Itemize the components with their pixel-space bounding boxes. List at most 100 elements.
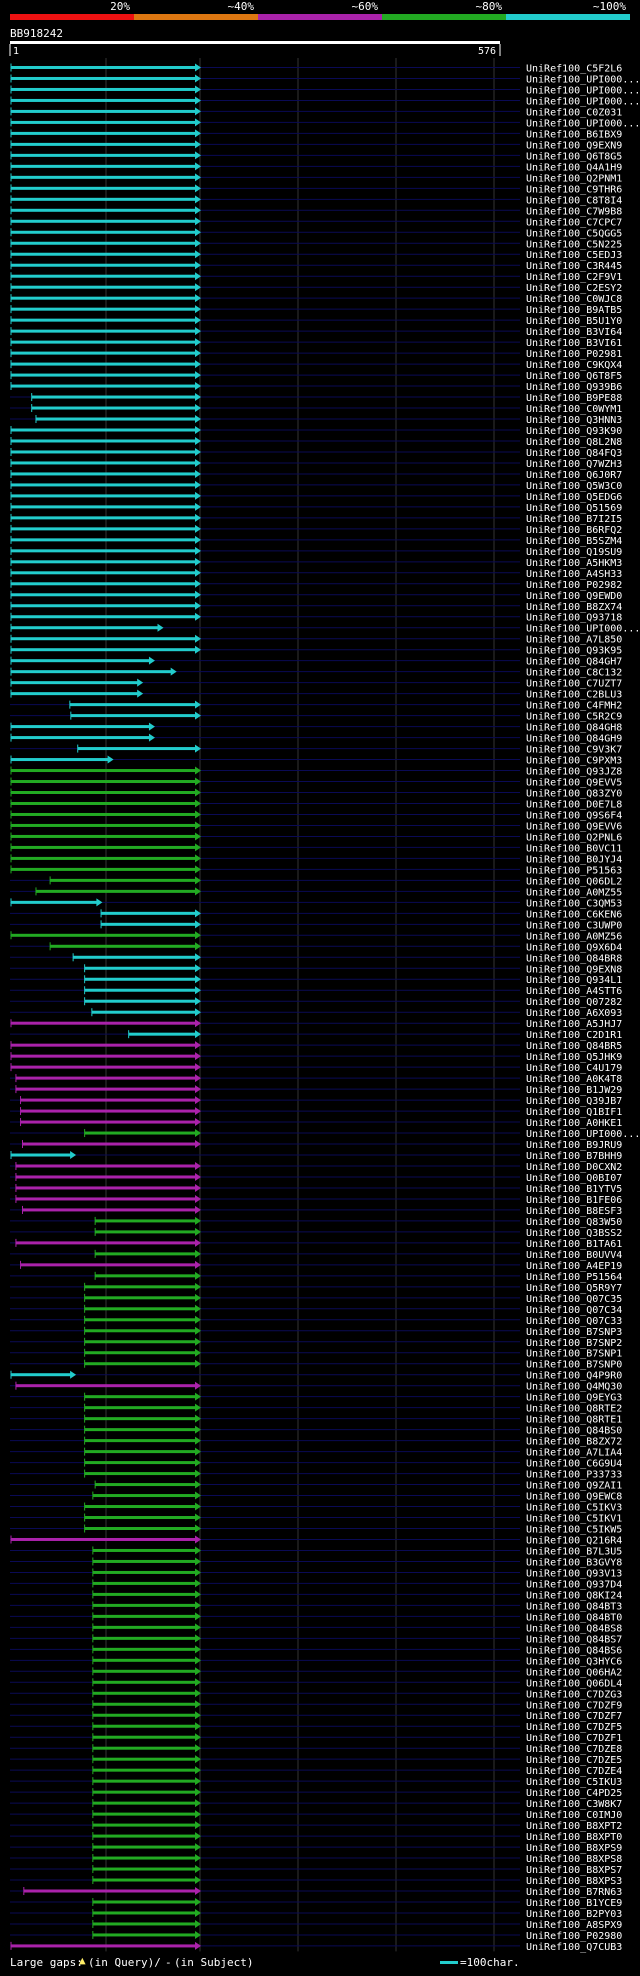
scale-swatch-icon [440,1961,458,1964]
hit-bar [77,747,196,751]
hit-arrow [195,1876,201,1885]
hit-bar [11,560,196,564]
hit-arrow [195,1832,201,1841]
hit-bar [95,1274,196,1278]
hit-arrow [195,1908,201,1917]
hit-bar [84,1428,196,1432]
hit-arrow [195,74,201,83]
hit-label: UniRef100_C7DZF5 [526,1722,622,1733]
hit-arrow [195,1513,201,1522]
hit-bar [92,1878,196,1882]
hit-bar [84,1307,196,1311]
hit-label: UniRef100_B7SNP3 [526,1327,622,1338]
hit-label: UniRef100_A0MZ55 [526,887,622,898]
hit-label: UniRef100_Q07C35 [526,1294,622,1305]
query-name: BB918242 [10,27,63,40]
hit-bar [92,1856,196,1860]
hit-label: UniRef100_A4EP19 [526,1261,622,1272]
hit-arrow [195,1118,201,1127]
hit-label: UniRef100_Q93V13 [526,1568,622,1579]
hit-arrow [195,1689,201,1698]
hit-label: UniRef100_Q9EWD0 [526,591,622,602]
hit-arrow [195,1941,201,1950]
hit-arrow [195,1161,201,1170]
hit-arrow [195,107,201,116]
hit-label: UniRef100_Q7WZH3 [526,459,622,470]
hit-arrow [195,612,201,621]
hit-bar [11,296,196,300]
hit-label: UniRef100_B3VI61 [526,338,622,349]
hit-label: UniRef100_Q2PNM1 [526,173,622,184]
hit-label: UniRef100_B0VC11 [526,843,622,854]
hit-label: UniRef100_C9V3K7 [526,745,622,756]
hit-label: UniRef100_B1FE06 [526,1195,622,1206]
hit-label: UniRef100_C4U179 [526,1063,622,1074]
hit-label: UniRef100_Q84GH8 [526,723,622,734]
hit-arrow [195,1634,201,1643]
hit-bar [92,1724,196,1728]
hit-arrow [195,1601,201,1610]
hit-arrow [195,931,201,940]
legend: Large gaps: ▲ (in Query)/ - (in Subject)… [0,1952,640,1972]
hit-bar [20,1263,197,1267]
hit-arrow [195,1436,201,1445]
hit-bar [11,571,196,575]
hit-bar [11,241,196,245]
hit-arrow [195,1645,201,1654]
query-line [10,41,500,44]
scale-segment-3 [258,14,382,20]
hit-label: UniRef100_Q84GH9 [526,734,622,745]
hit-arrow [195,1447,201,1456]
hit-bar [11,153,196,157]
hit-arrow [195,96,201,105]
hit-label: UniRef100_Q8RTE2 [526,1404,622,1415]
hit-arrow [195,327,201,336]
scale-color-bar [10,14,630,20]
hit-label: UniRef100_Q9X6D4 [526,942,622,953]
hit-arrow [195,634,201,643]
hit-label: UniRef100_Q8L2N8 [526,437,622,448]
hit-label: UniRef100_C7DZE5 [526,1755,622,1766]
hit-label: UniRef100_C9PXM3 [526,756,622,767]
hit-label: UniRef100_P51563 [526,865,622,876]
hit-label: UniRef100_C4FMH2 [526,701,622,712]
hit-bar [92,1691,196,1695]
hit-bar [92,1614,196,1618]
hit-arrow [195,1919,201,1928]
hit-bar [92,1801,196,1805]
hit-bar [11,230,196,234]
hit-bar [92,1834,196,1838]
hit-label: UniRef100_P33733 [526,1470,622,1481]
hit-bar [101,922,196,926]
hit-label: UniRef100_C5F2L6 [526,63,622,74]
hit-bar [11,65,196,69]
hit-bar [11,780,196,784]
hit-bar [11,845,196,849]
hit-bar [92,1812,196,1816]
hit-bar [92,1592,196,1596]
hit-label: UniRef100_UPI000... [526,96,640,107]
hit-label: UniRef100_C7DZF7 [526,1711,622,1722]
hit-arrow [195,535,201,544]
hit-bar [84,1417,196,1421]
hit-label: UniRef100_C5N225 [526,239,622,250]
hit-arrow [195,1107,201,1116]
hit-bar [11,769,196,773]
hit-arrow [195,1183,201,1192]
hit-label: UniRef100_Q3HYC6 [526,1656,622,1667]
hit-bar [92,1900,196,1904]
hit-arrow [195,601,201,610]
hit-arrow [195,1238,201,1247]
hit-bar [95,1230,196,1234]
hit-bar [11,318,196,322]
hit-label: UniRef100_Q3HNN3 [526,415,622,426]
hit-bar [11,87,196,91]
hit-label: UniRef100_B9JRU9 [526,1140,622,1151]
hit-label: UniRef100_B3GVY8 [526,1557,622,1568]
hit-arrow [195,1623,201,1632]
hit-bar [11,527,196,531]
hit-bar [92,1570,196,1574]
hit-arrow [195,162,201,171]
hit-bar [84,1395,196,1399]
